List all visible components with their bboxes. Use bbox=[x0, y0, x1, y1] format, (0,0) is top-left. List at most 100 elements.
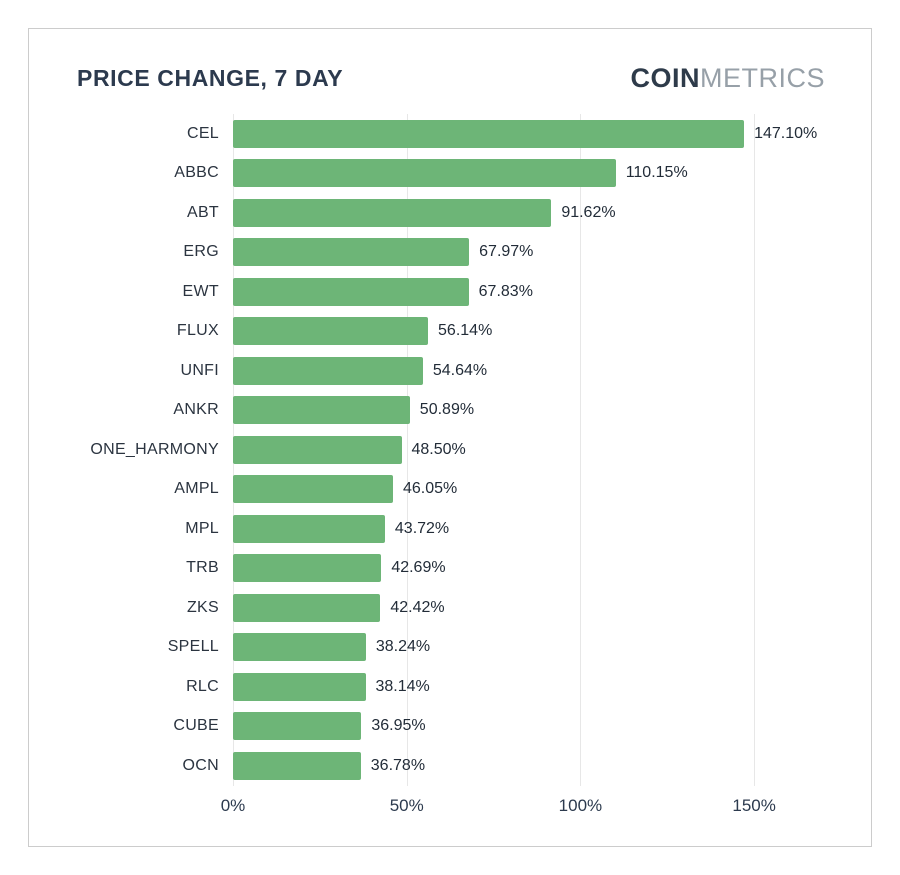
bar-track: 38.14% bbox=[233, 667, 841, 707]
bar-label: TRB bbox=[186, 559, 219, 577]
bar bbox=[233, 396, 410, 425]
x-axis: 0% 50% 100% 150% bbox=[221, 792, 841, 826]
chart-header: PRICE CHANGE, 7 DAY COINMETRICS bbox=[29, 29, 871, 108]
bar-label: RLC bbox=[186, 677, 219, 695]
bar-value: 38.24% bbox=[375, 638, 431, 656]
bar-chart: CEL 147.10% ABBC 110.15% ABT 91.62% ERG 67.97% E… bbox=[29, 108, 871, 826]
chart-row: AMPL 46.05% bbox=[29, 470, 871, 510]
bar-track: 54.64% bbox=[233, 351, 841, 391]
chart-row: TRB 42.69% bbox=[29, 549, 871, 589]
bar-track: 38.24% bbox=[233, 628, 841, 668]
coinmetrics-logo: COINMETRICS bbox=[631, 63, 826, 94]
axis-tick-label: 150% bbox=[732, 795, 776, 815]
chart-row: CEL 147.10% bbox=[29, 114, 871, 154]
chart-row: ERG 67.97% bbox=[29, 233, 871, 273]
bar-label: ANKR bbox=[173, 401, 219, 419]
axis-tick-label: 50% bbox=[389, 795, 424, 815]
logo-text-coin: COIN bbox=[630, 63, 700, 93]
axis-tick-label: 100% bbox=[558, 795, 603, 815]
chart-row: ONE_HARMONY 48.50% bbox=[29, 430, 871, 470]
chart-row: OCN 36.78% bbox=[29, 746, 871, 786]
bar-value: 67.97% bbox=[479, 243, 534, 261]
bar-label: CEL bbox=[186, 124, 219, 142]
bar-value: 56.14% bbox=[438, 322, 493, 340]
bar-label: ABT bbox=[186, 203, 219, 221]
plot-area: CEL 147.10% ABBC 110.15% ABT 91.62% ERG 67.97% E… bbox=[29, 114, 871, 786]
bar-label: UNFI bbox=[180, 361, 219, 379]
bar-label: OCN bbox=[182, 756, 219, 774]
bar bbox=[233, 672, 366, 701]
bar bbox=[233, 593, 381, 622]
bar-track: 42.69% bbox=[233, 549, 841, 589]
axis-tick-label: 0% bbox=[220, 795, 246, 815]
bar bbox=[233, 356, 423, 385]
bar bbox=[233, 751, 361, 780]
bar-value: 50.89% bbox=[419, 401, 475, 419]
bar bbox=[233, 435, 402, 464]
bar bbox=[233, 198, 552, 227]
bar bbox=[233, 238, 470, 267]
bar-value: 91.62% bbox=[561, 203, 616, 221]
bar-label: ONE_HARMONY bbox=[90, 440, 219, 458]
bar-value: 38.14% bbox=[375, 677, 430, 695]
bar-value: 46.05% bbox=[402, 480, 458, 498]
bar-value: 48.50% bbox=[411, 440, 466, 458]
bar-track: 147.10% bbox=[233, 114, 841, 154]
bar bbox=[233, 712, 362, 741]
gridline bbox=[406, 114, 408, 786]
chart-row: RLC 38.14% bbox=[29, 667, 871, 707]
bar-track: 46.05% bbox=[233, 470, 841, 510]
chart-row: CUBE 36.95% bbox=[29, 707, 871, 747]
bar-track: 50.89% bbox=[233, 391, 841, 431]
bar-track: 67.97% bbox=[233, 233, 841, 273]
gridline bbox=[580, 114, 582, 786]
bar-track: 42.42% bbox=[233, 588, 841, 628]
chart-row: SPELL 38.24% bbox=[29, 628, 871, 668]
bar bbox=[233, 159, 616, 188]
bar-label: ABBC bbox=[174, 164, 219, 182]
chart-row: UNFI 54.64% bbox=[29, 351, 871, 391]
bar-track: 110.15% bbox=[233, 154, 841, 194]
bar-value: 110.15% bbox=[625, 164, 688, 182]
gridline bbox=[754, 114, 756, 786]
bar-track: 56.14% bbox=[233, 312, 841, 352]
chart-row: FLUX 56.14% bbox=[29, 312, 871, 352]
bar-label: SPELL bbox=[167, 638, 219, 656]
bar-value: 43.72% bbox=[394, 519, 450, 537]
bar-value: 147.10% bbox=[754, 124, 818, 142]
bar bbox=[233, 514, 385, 543]
chart-rows: CEL 147.10% ABBC 110.15% ABT 91.62% ERG 67.97% E… bbox=[29, 114, 871, 786]
bar-value: 42.42% bbox=[390, 598, 445, 616]
chart-card: PRICE CHANGE, 7 DAY COINMETRICS CEL 147.1… bbox=[28, 28, 872, 847]
chart-row: MPL 43.72% bbox=[29, 509, 871, 549]
bar-label: FLUX bbox=[176, 322, 219, 340]
bar-label: ERG bbox=[183, 243, 219, 261]
chart-title: PRICE CHANGE, 7 DAY bbox=[77, 65, 344, 91]
bar bbox=[233, 277, 469, 306]
logo-text-metrics: METRICS bbox=[700, 63, 825, 93]
bar-label: EWT bbox=[182, 282, 219, 300]
chart-row: ANKR 50.89% bbox=[29, 391, 871, 431]
bar bbox=[233, 554, 382, 583]
bar bbox=[233, 475, 393, 504]
bar-value: 67.83% bbox=[478, 282, 533, 300]
chart-row: EWT 67.83% bbox=[29, 272, 871, 312]
bar-track: 91.62% bbox=[233, 193, 841, 233]
bar bbox=[233, 119, 745, 148]
bar-label: MPL bbox=[185, 519, 219, 537]
bar-value: 54.64% bbox=[432, 361, 488, 379]
bar-track: 36.78% bbox=[233, 746, 841, 786]
bar-track: 67.83% bbox=[233, 272, 841, 312]
bar-track: 43.72% bbox=[233, 509, 841, 549]
bar-label: AMPL bbox=[174, 480, 219, 498]
bar-value: 42.69% bbox=[391, 559, 446, 577]
chart-row: ABT 91.62% bbox=[29, 193, 871, 233]
bar-track: 48.50% bbox=[233, 430, 841, 470]
bar-value: 36.95% bbox=[371, 717, 426, 735]
bar bbox=[233, 633, 366, 662]
bar-track: 36.95% bbox=[233, 707, 841, 747]
bar-label: CUBE bbox=[173, 717, 219, 735]
chart-row: ZKS 42.42% bbox=[29, 588, 871, 628]
chart-row: ABBC 110.15% bbox=[29, 154, 871, 194]
bar-label: ZKS bbox=[186, 598, 219, 616]
